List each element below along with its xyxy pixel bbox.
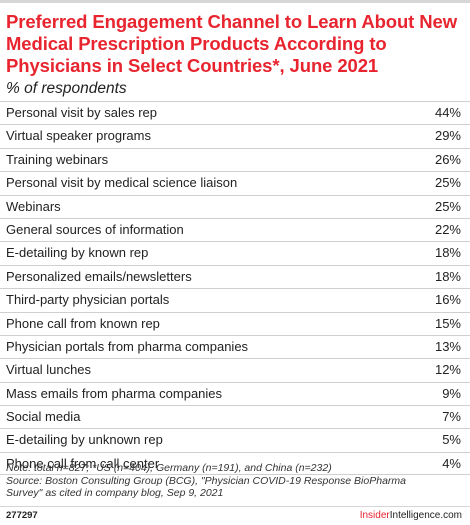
chart-id: 277297 (6, 510, 38, 521)
row-value: 13% (434, 338, 461, 354)
brand-name-main: Insider (359, 510, 390, 521)
row-label: Physician portals from pharma companies (6, 338, 249, 354)
row-label: General sources of information (6, 221, 184, 237)
row-value: 44% (434, 105, 461, 120)
row-value: 16% (434, 292, 461, 308)
table-row: Personalized emails/newsletters 18% (0, 264, 470, 288)
row-value: 25% (434, 175, 461, 191)
row-label: Webinars (6, 198, 61, 214)
source-text-line-1: Source: Boston Consulting Group (BCG), "… (6, 474, 406, 487)
table-row: Mass emails from pharma companies 9% (0, 381, 470, 405)
footer-divider (0, 506, 470, 507)
row-value: 7% (442, 409, 461, 425)
chart-subtitle: % of respondents (6, 80, 127, 97)
table-row: E-detailing by unknown rep 5% (0, 428, 470, 451)
table-row: Personal visit by medical science liaiso… (0, 171, 470, 194)
source-text-line-2: Survey" as cited in company blog, Sep 9,… (6, 487, 224, 499)
row-value: 26% (434, 151, 461, 167)
row-label: Training webinars (6, 151, 109, 167)
row-label: Mass emails from pharma companies (6, 385, 223, 401)
table-row: Personal visit by sales rep 44% (0, 101, 470, 124)
table-row: E-detailing by known rep 18% (0, 241, 470, 264)
row-label: E-detailing by unknown rep (6, 432, 163, 448)
row-value: 22% (434, 221, 461, 237)
table-row: Phone call from known rep 15% (0, 311, 470, 335)
brand-logo-text: InsiderIntelligence.com (360, 510, 462, 521)
row-value: 4% (442, 455, 461, 471)
notes-block: Note: total n=827; *US (n=404), Germany … (6, 462, 466, 500)
row-label: Personalized emails/newsletters (6, 268, 192, 284)
table-row: Virtual speaker programs 29% (0, 124, 470, 147)
row-label: Personal visit by medical science liaiso… (6, 175, 238, 191)
row-label: Virtual lunches (6, 362, 92, 378)
note-text: Note: total n=827; *US (n=404), Germany … (6, 462, 332, 474)
chart-title: Preferred Engagement Channel to Learn Ab… (6, 11, 458, 76)
row-label: Third-party physician portals (6, 292, 170, 308)
row-value: 15% (434, 315, 461, 331)
row-label: Social media (6, 409, 81, 425)
row-value: 29% (434, 128, 461, 144)
table-row: Training webinars 26% (0, 147, 470, 171)
row-value: 25% (434, 198, 461, 214)
brand-name-domain: Intelligence.com (389, 510, 462, 521)
table-row: Third-party physician portals 16% (0, 288, 470, 311)
table-row: Physician portals from pharma companies 1… (0, 334, 470, 358)
row-label: E-detailing by known rep (6, 245, 149, 261)
row-label: Phone call from call center (6, 455, 160, 471)
table-row: Phone call from call center 4% (0, 451, 470, 476)
row-value: 9% (442, 385, 461, 401)
row-value: 5% (442, 432, 461, 448)
row-label: Phone call from known rep (6, 315, 160, 331)
row-value: 12% (434, 362, 461, 378)
table-row: Webinars 25% (0, 194, 470, 218)
data-table: Personal visit by sales rep 44% Virtual sp… (0, 101, 470, 476)
top-divider (0, 0, 470, 3)
table-row: General sources of information 22% (0, 217, 470, 241)
row-value: 18% (434, 268, 461, 284)
row-label: Virtual speaker programs (6, 128, 151, 144)
table-row: Virtual lunches 12% (0, 358, 470, 381)
table-row: Social media 7% (0, 405, 470, 428)
row-label: Personal visit by sales rep (6, 105, 158, 120)
row-value: 18% (434, 245, 461, 261)
